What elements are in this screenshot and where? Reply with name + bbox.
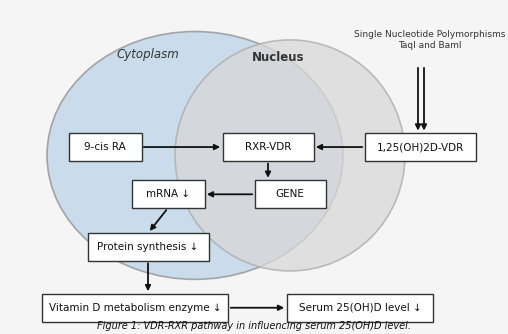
FancyBboxPatch shape — [287, 294, 433, 322]
Text: Vitamin D metabolism enzyme ↓: Vitamin D metabolism enzyme ↓ — [49, 303, 221, 313]
Text: Cytoplasm: Cytoplasm — [117, 48, 179, 61]
FancyBboxPatch shape — [255, 180, 326, 208]
Text: Nucleus: Nucleus — [252, 51, 304, 64]
Text: Figure 1: VDR-RXR pathway in influencing serum 25(OH)D level.: Figure 1: VDR-RXR pathway in influencing… — [97, 321, 411, 331]
FancyBboxPatch shape — [132, 180, 205, 208]
FancyBboxPatch shape — [365, 133, 475, 161]
FancyBboxPatch shape — [223, 133, 313, 161]
Text: mRNA ↓: mRNA ↓ — [146, 189, 190, 199]
Text: Serum 25(OH)D level ↓: Serum 25(OH)D level ↓ — [299, 303, 421, 313]
Text: Single Nucleotide Polymorphisms
TaqI and BamI: Single Nucleotide Polymorphisms TaqI and… — [354, 30, 505, 50]
FancyBboxPatch shape — [69, 133, 142, 161]
FancyBboxPatch shape — [42, 294, 228, 322]
Text: RXR-VDR: RXR-VDR — [245, 142, 291, 152]
Text: 1,25(OH)2D-VDR: 1,25(OH)2D-VDR — [376, 142, 464, 152]
Text: Protein synthesis ↓: Protein synthesis ↓ — [98, 242, 199, 252]
Ellipse shape — [175, 40, 405, 271]
Text: GENE: GENE — [275, 189, 304, 199]
Text: 9-cis RA: 9-cis RA — [84, 142, 126, 152]
FancyBboxPatch shape — [87, 233, 208, 261]
Ellipse shape — [47, 31, 343, 279]
